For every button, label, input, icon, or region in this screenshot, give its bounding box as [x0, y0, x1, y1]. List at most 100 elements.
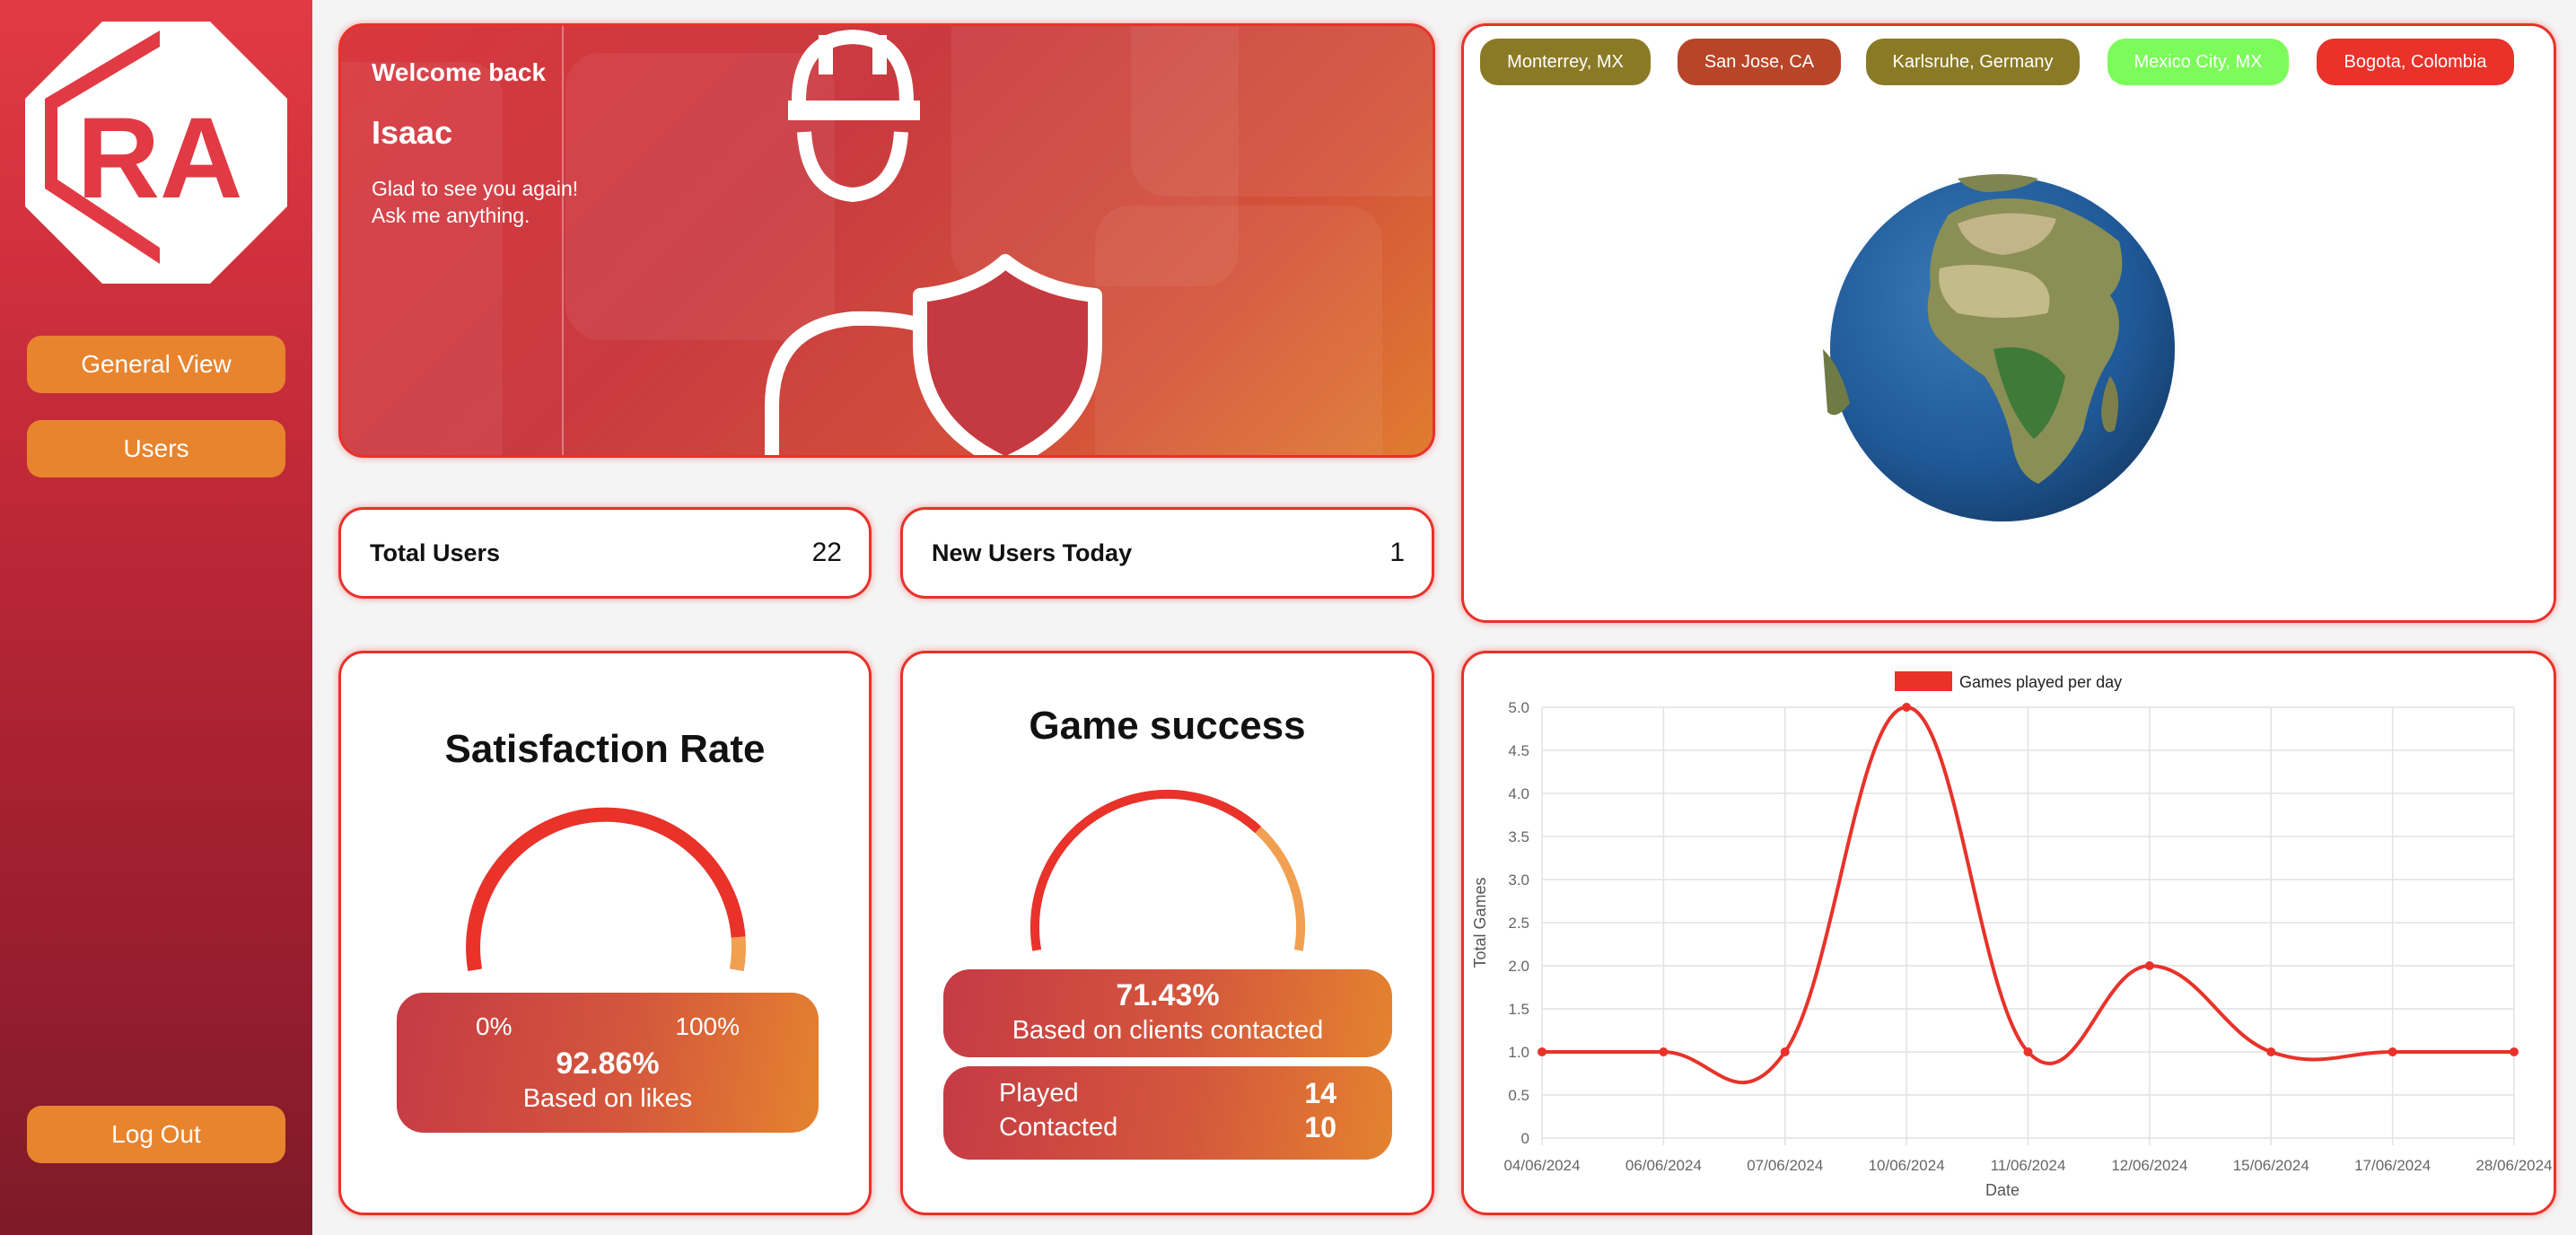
- y-tick-label: 3.5: [1508, 828, 1529, 845]
- total-users-label: Total Users: [370, 539, 501, 566]
- total-users-value: 22: [811, 538, 842, 567]
- chart-y-ticks: 0 0.5 1.0 1.5 2.0 2.5 3.0 3.5 4.0 4.5 5.0: [1508, 699, 1529, 1147]
- game-success-pill: 71.43% Based on clients contacted: [943, 969, 1392, 1057]
- x-tick-label: 17/06/2024: [2354, 1157, 2431, 1174]
- y-tick-label: 4.0: [1508, 785, 1529, 802]
- x-tick-label: 12/06/2024: [2111, 1157, 2187, 1174]
- welcome-message-line: Glad to see you again!: [372, 177, 579, 200]
- game-success-title: Game success: [1029, 704, 1306, 748]
- y-tick-label: 2.0: [1508, 958, 1529, 975]
- x-tick-label: 07/06/2024: [1747, 1157, 1823, 1174]
- games-chart-card: 0 0.5 1.0 1.5 2.0 2.5 3.0 3.5 4.0 4.5 5.0 04/06/20…: [1461, 651, 2556, 1215]
- y-tick-label: 0: [1521, 1130, 1529, 1147]
- nav-users-button[interactable]: Users: [27, 420, 285, 477]
- globe[interactable]: [1823, 170, 2182, 529]
- y-tick-label: 4.5: [1508, 742, 1529, 759]
- location-label: Mexico City, MX: [2134, 51, 2263, 72]
- game-success-card: Game success 71.43% Based on clients con…: [900, 651, 1434, 1215]
- satisfaction-gauge: [466, 807, 747, 972]
- logo-text: RA: [77, 94, 243, 223]
- satisfaction-value: 92.86%: [556, 1047, 660, 1081]
- legend-label: Games played per day: [1959, 673, 2122, 691]
- welcome-message: Glad to see you again! Ask me anything.: [372, 175, 605, 229]
- contacted-value: 10: [1304, 1111, 1336, 1143]
- satisfaction-pill: 0% 100% 92.86% Based on likes: [397, 993, 819, 1133]
- played-label: Played: [999, 1079, 1079, 1108]
- data-point: [2510, 1047, 2519, 1056]
- data-point: [2144, 961, 2154, 970]
- data-point: [2388, 1047, 2397, 1056]
- bg-shape: [1131, 26, 1433, 197]
- gauge-remainder: [1255, 826, 1306, 951]
- y-axis-label: Total Games: [1471, 877, 1489, 968]
- chart-x-ticks: 04/06/2024 06/06/2024 07/06/2024 10/06/2024…: [1503, 1157, 2552, 1174]
- locations-card: Monterrey, MX San Jose, CA Karlsruhe, Ge…: [1461, 23, 2556, 623]
- gauge-fill: [1030, 789, 1262, 951]
- contacted-label: Contacted: [999, 1113, 1118, 1142]
- chart-grid: [1541, 706, 2515, 1145]
- divider: [562, 26, 564, 455]
- x-tick-label: 04/06/2024: [1503, 1157, 1580, 1174]
- welcome-title: Welcome back: [372, 58, 547, 86]
- new-users-value: 1: [1389, 538, 1405, 567]
- game-success-gauge: [1030, 789, 1306, 951]
- y-tick-label: 0.5: [1508, 1087, 1529, 1104]
- nav-general-view-button[interactable]: General View: [27, 336, 285, 393]
- location-label: Karlsruhe, Germany: [1892, 51, 2054, 72]
- data-point: [2266, 1047, 2276, 1056]
- x-tick-label: 15/06/2024: [2233, 1157, 2309, 1174]
- location-button-karlsruhe[interactable]: Karlsruhe, Germany: [1866, 39, 2080, 85]
- user-name: Isaac: [372, 114, 453, 151]
- location-label: Bogota, Colombia: [2344, 51, 2487, 72]
- data-point: [2023, 1047, 2033, 1056]
- data-point: [1780, 1047, 1790, 1056]
- legend-swatch: [1895, 671, 1952, 691]
- x-tick-label: 10/06/2024: [1869, 1157, 1945, 1174]
- satisfaction-caption: Based on likes: [522, 1084, 693, 1113]
- y-tick-label: 5.0: [1508, 699, 1529, 716]
- worker-shield-icon: [765, 30, 1102, 455]
- x-tick-label: 28/06/2024: [2475, 1157, 2552, 1174]
- location-label: San Jose, CA: [1704, 51, 1815, 72]
- bg-shape: [341, 62, 503, 455]
- welcome-message-line: Ask me anything.: [372, 204, 530, 227]
- y-tick-label: 2.5: [1508, 915, 1529, 932]
- x-tick-label: 06/06/2024: [1625, 1157, 1702, 1174]
- y-tick-label: 1.5: [1508, 1001, 1529, 1018]
- gauge-min-label: 0%: [476, 1012, 513, 1040]
- satisfaction-card: Satisfaction Rate 0% 100% 92.86% Based o…: [338, 651, 872, 1215]
- game-success-caption: Based on clients contacted: [1012, 1016, 1324, 1045]
- new-users-label: New Users Today: [932, 539, 1133, 566]
- data-point: [1659, 1047, 1669, 1056]
- x-axis-label: Date: [1985, 1181, 2020, 1199]
- bg-shape: [951, 26, 1239, 286]
- played-value: 14: [1304, 1077, 1336, 1109]
- total-users-card: Total Users 22: [338, 507, 872, 599]
- gauge-max-label: 100%: [675, 1012, 740, 1040]
- y-tick-label: 1.0: [1508, 1044, 1529, 1061]
- location-button-bogota[interactable]: Bogota, Colombia: [2317, 39, 2514, 85]
- location-button-san-jose[interactable]: San Jose, CA: [1678, 39, 1841, 85]
- continent-shapes: [1823, 174, 2123, 484]
- games-line-chart: 0 0.5 1.0 1.5 2.0 2.5 3.0 3.5 4.0 4.5 5.0 04/06/20…: [1471, 671, 2553, 1199]
- game-success-value: 71.43%: [1116, 978, 1220, 1012]
- gauge-remainder: [729, 936, 747, 972]
- satisfaction-title: Satisfaction Rate: [444, 727, 766, 771]
- welcome-card: Welcome back Isaac Glad to see you again…: [338, 23, 1435, 458]
- new-users-card: New Users Today 1: [900, 507, 1434, 599]
- data-point: [1902, 703, 1912, 712]
- gauge-fill: [466, 807, 746, 972]
- y-tick-label: 3.0: [1508, 872, 1529, 889]
- x-tick-label: 11/06/2024: [1991, 1157, 2066, 1174]
- ra-logo: RA: [25, 22, 287, 284]
- logout-button[interactable]: Log Out: [27, 1106, 285, 1163]
- bg-shape: [1095, 206, 1382, 455]
- data-point: [1538, 1047, 1546, 1056]
- series-line: [1542, 705, 2514, 1085]
- sidebar: RA General View Users Log Out: [0, 0, 312, 1235]
- location-label: Monterrey, MX: [1507, 51, 1624, 72]
- location-button-monterrey[interactable]: Monterrey, MX: [1480, 39, 1651, 85]
- series-points: [1538, 703, 2519, 1056]
- location-button-mexico-city[interactable]: Mexico City, MX: [2107, 39, 2289, 85]
- played-contacted-pill: Played 14 Contacted 10: [943, 1066, 1392, 1160]
